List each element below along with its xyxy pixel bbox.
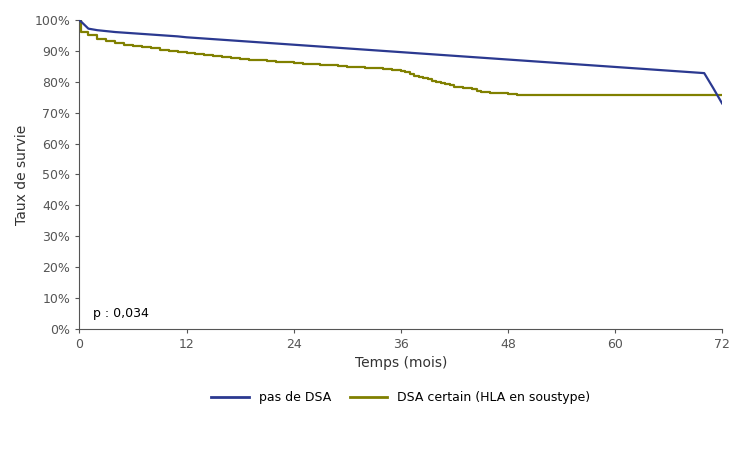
Legend: pas de DSA, DSA certain (HLA en soustype): pas de DSA, DSA certain (HLA en soustype…: [206, 386, 595, 409]
Y-axis label: Taux de survie: Taux de survie: [15, 124, 29, 225]
Text: p : 0,034: p : 0,034: [93, 307, 149, 320]
X-axis label: Temps (mois): Temps (mois): [355, 356, 447, 370]
